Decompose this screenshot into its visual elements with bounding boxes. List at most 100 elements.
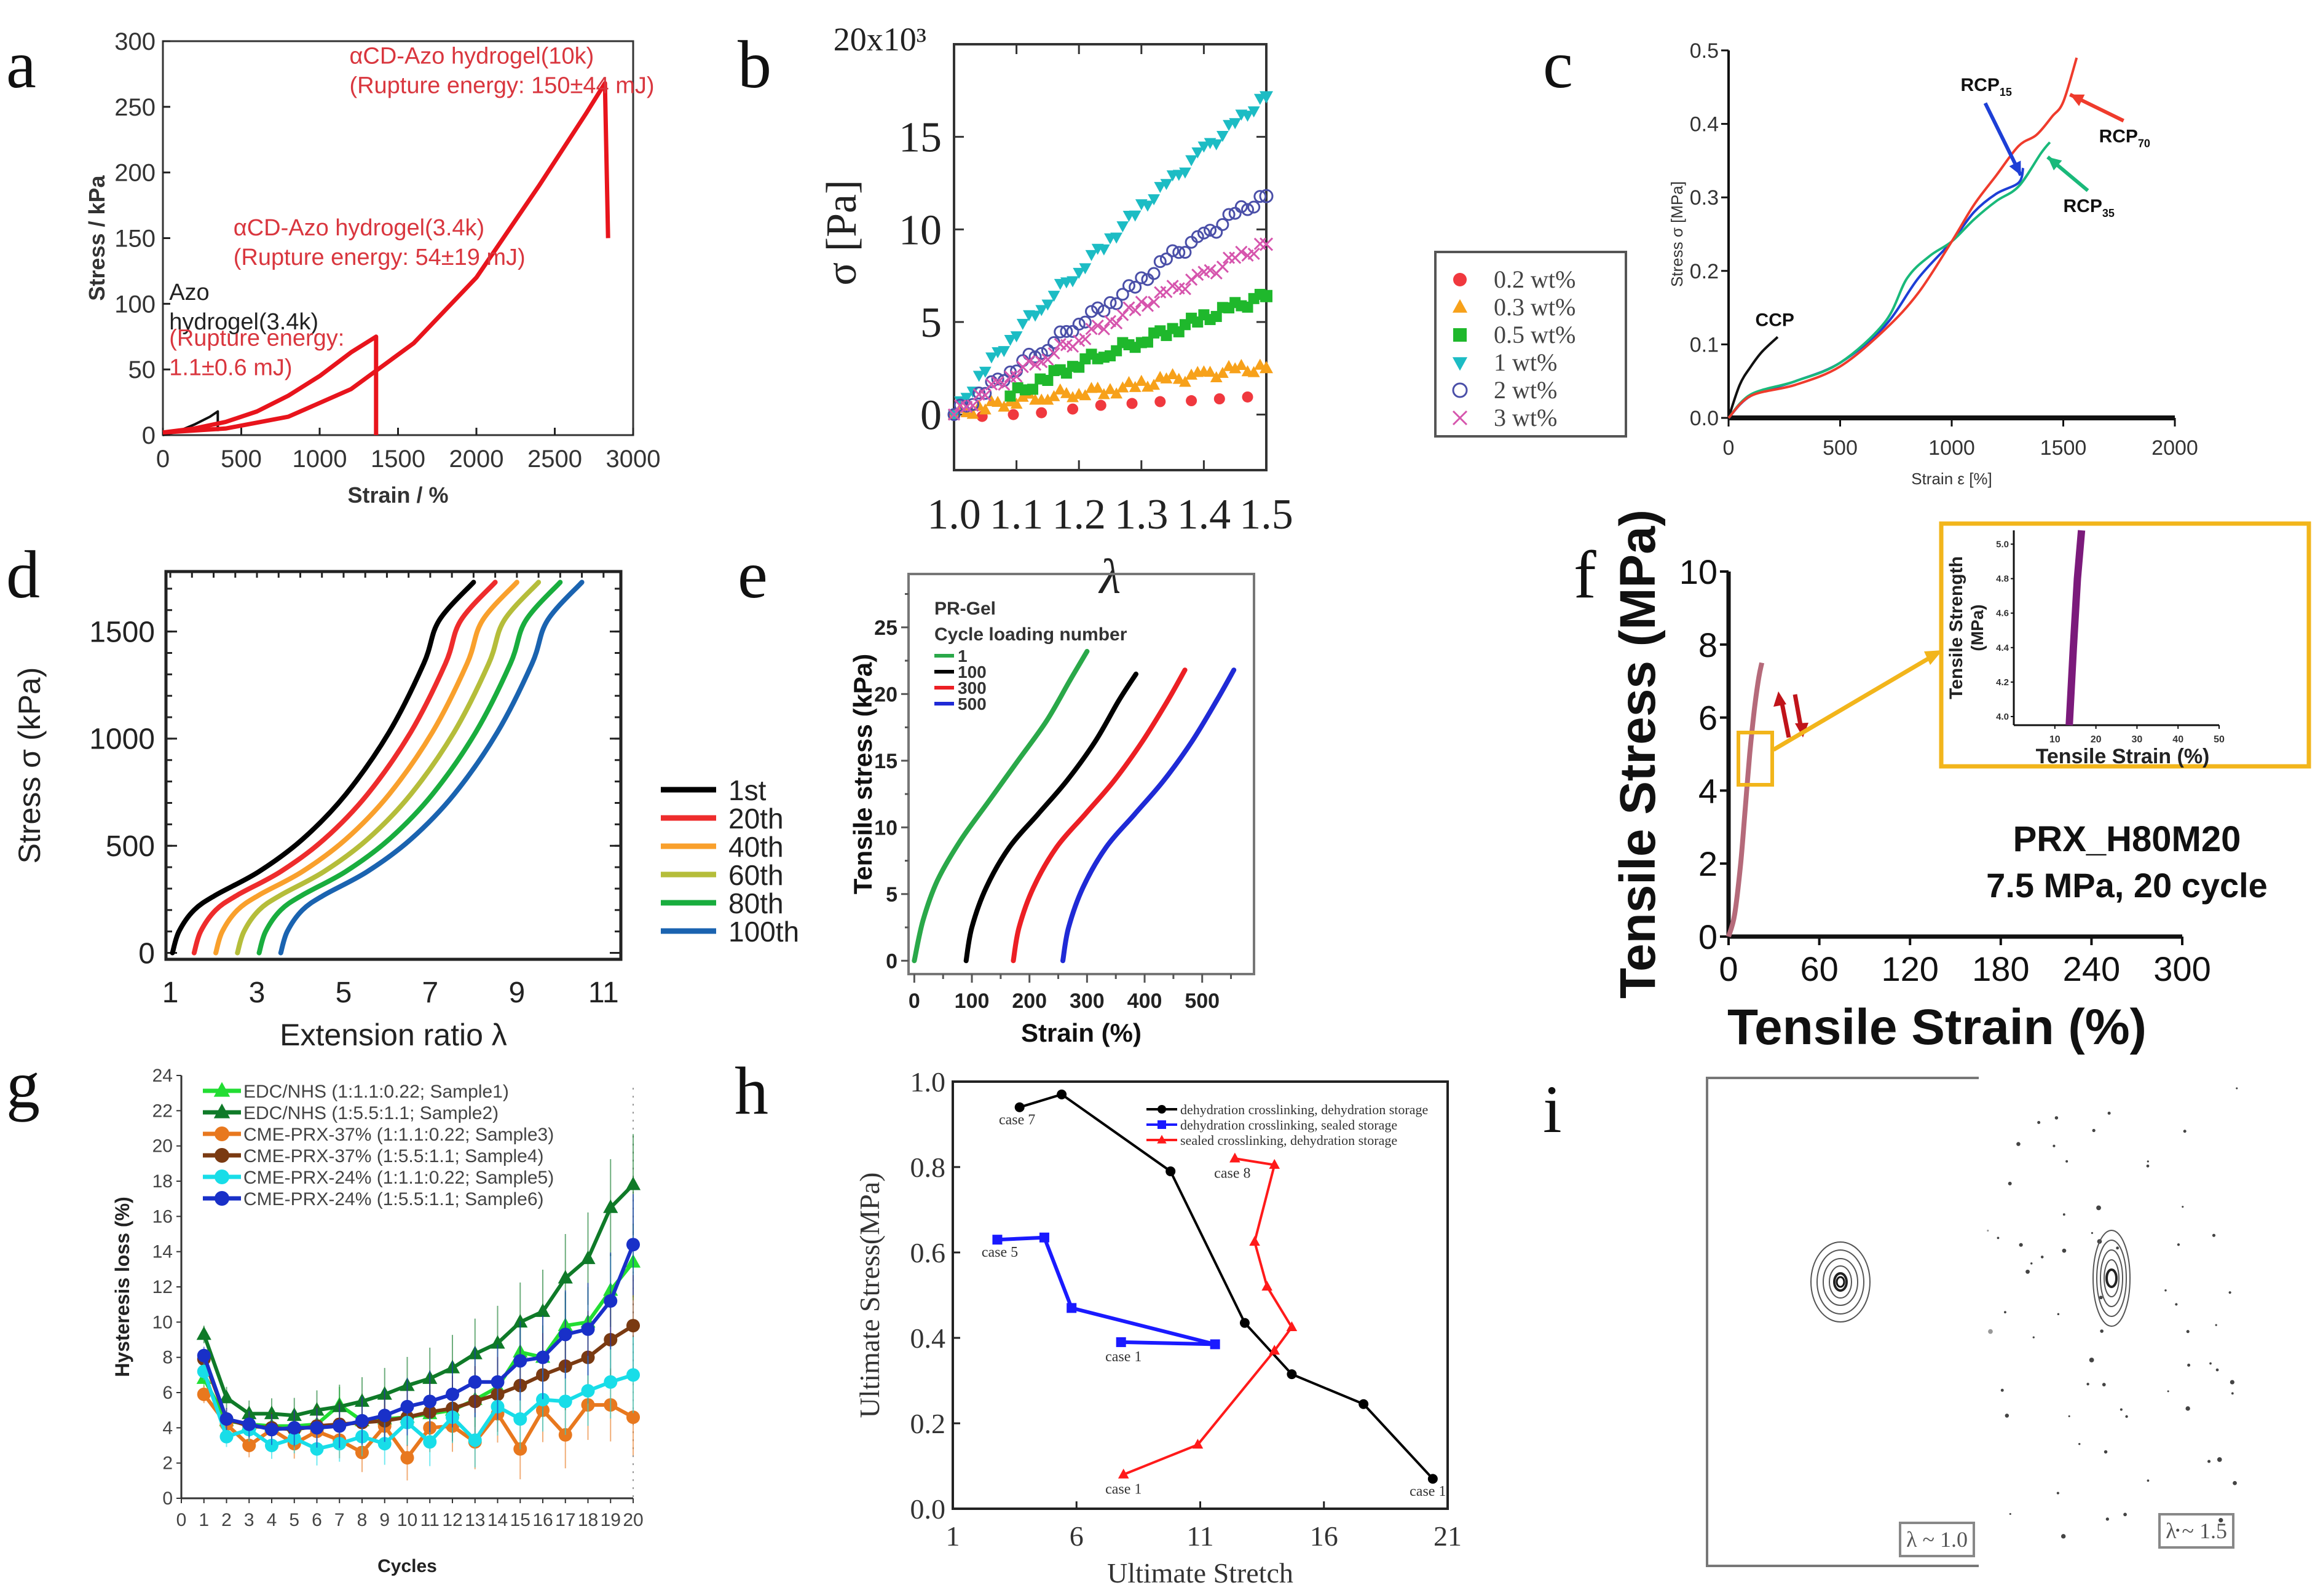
data-point: [1118, 1468, 1129, 1479]
legend: dehydration crosslinking, dehydration st…: [1146, 1102, 1428, 1148]
data-point: [979, 403, 992, 415]
data-point: [242, 1439, 256, 1452]
x-axis-label: Ultimate Stretch: [1107, 1557, 1293, 1589]
chart-b: 1.0 1.1 1.2 1.3 1.4 1.5 0 5 10 15 20x10³ λ σ [Pa] 0.2…: [818, 21, 1627, 604]
x-tick-label: 1: [199, 1510, 209, 1530]
annotation-text: (Rupture energy: 54±19 mJ): [234, 245, 526, 270]
data-point: [1104, 383, 1116, 395]
data-point: [1097, 244, 1110, 256]
series-line-2: [162, 81, 610, 435]
data-point: [1035, 347, 1048, 360]
series-2: [1004, 289, 1272, 402]
annotation-text: 1.1±0.6 mJ): [169, 355, 292, 381]
data-point: [947, 408, 961, 421]
data-point: [1054, 383, 1067, 395]
data-point: [1178, 246, 1192, 259]
y-tick-label: 18: [152, 1171, 173, 1192]
data-point: [1186, 395, 1197, 407]
x-tick-label: 1: [162, 977, 179, 1009]
annotation-text: (Rupture energy:: [169, 326, 344, 352]
panel-label-i: i: [1543, 1072, 1562, 1147]
data-point: [1179, 375, 1191, 387]
series-line-CCP: [1727, 336, 1779, 419]
case-label: case 1: [1410, 1484, 1446, 1500]
series-line-300: [1011, 667, 1188, 964]
legend-title: PR-Gel: [934, 599, 996, 619]
data-point: [491, 1375, 505, 1389]
x-tick-label: 1500: [2040, 436, 2087, 460]
legend-marker: [1452, 382, 1468, 398]
plot-frame: [907, 573, 1255, 975]
cross-stroke: [1035, 356, 1048, 369]
x-tick-label: 240: [2063, 949, 2120, 988]
case-label: case 1: [1105, 1349, 1142, 1365]
y-tick-label: 10: [899, 206, 942, 254]
data-point: [423, 1435, 437, 1449]
y-tick-label: 0.0: [910, 1493, 946, 1525]
cross-stroke: [1191, 269, 1204, 281]
legend-label: CME-PRX-24% (1:1.1:0.22; Sample5): [243, 1168, 554, 1188]
data-point: [972, 371, 985, 382]
data-point: [1047, 347, 1060, 360]
data-point: [1073, 267, 1086, 279]
cross-stroke: [1116, 309, 1129, 321]
y-tick-label: 6: [1698, 699, 1718, 737]
data-point: [626, 1238, 640, 1252]
plot-frame: [164, 570, 623, 961]
speckle-dot: [2125, 1415, 2128, 1418]
y-tick-label: 150: [114, 226, 156, 253]
cross-stroke: [1029, 358, 1042, 371]
inset-chart: 10 20 30 40 50 4.0 4.2 4.4 4.6 4.8 5.0 Tensile Stra…: [1946, 530, 2225, 768]
condition-caption: 7.5 MPa, 20 cycle: [1986, 866, 2268, 905]
panel-label-c: c: [1543, 27, 1573, 102]
data-point: [1241, 203, 1255, 216]
x-tick-label: 8: [357, 1510, 368, 1530]
annotation-arrow: [1983, 102, 2023, 176]
data-point: [1242, 391, 1253, 403]
data-point: [1057, 1089, 1067, 1099]
series-line-500: [1060, 667, 1237, 964]
data-point: [998, 378, 1011, 391]
annotation-text: Azo: [169, 280, 209, 305]
annotation-label: RCP35: [2064, 196, 2115, 219]
y-tick-label: 10: [1679, 552, 1718, 591]
data-point: [1079, 389, 1092, 401]
y-tick-label: 0.5: [1690, 39, 1719, 63]
data-point: [1091, 381, 1104, 393]
series-line-RCP70: [1727, 57, 2078, 419]
x-tick-label: 11: [588, 977, 619, 1009]
cross-stroke: [1122, 301, 1135, 314]
speckle-dot: [2228, 1291, 2231, 1294]
data-point: [1222, 251, 1236, 264]
legend-marker: [215, 1148, 229, 1163]
cross-stroke: [1060, 339, 1073, 352]
panel-i-right: λ ~ 1.5: [1995, 1075, 2234, 1561]
speckle-dot: [2053, 1144, 2056, 1147]
x-tick-label: 14: [487, 1510, 508, 1530]
data-point: [1129, 380, 1142, 392]
x-tick-label: 0: [909, 989, 920, 1013]
x-axis-label: Cycles: [377, 1556, 437, 1576]
panel-label-a: a: [6, 27, 36, 102]
data-point: [1260, 361, 1273, 374]
inset-x-tick-label: 20: [2091, 734, 2102, 745]
y-tick-label: 24: [152, 1066, 173, 1086]
legend-label: 20th: [728, 803, 784, 835]
cross-stroke: [1110, 316, 1123, 330]
legend-marker: [215, 1126, 229, 1141]
data-point: [1110, 297, 1123, 310]
data-point: [1042, 375, 1054, 387]
inset-y-tick-label: 4.8: [1996, 574, 2009, 584]
y-axis-label: σ [Pa]: [818, 180, 866, 286]
x-tick-label: 5: [289, 1510, 299, 1530]
data-point: [558, 1270, 573, 1284]
data-point: [1229, 1152, 1240, 1163]
x-tick-label: 9: [379, 1510, 390, 1530]
data-point: [1141, 299, 1154, 312]
series-line: [202, 1183, 635, 1418]
data-point: [1148, 379, 1161, 390]
speckle-dot: [2185, 1406, 2190, 1411]
data-point: [287, 1421, 301, 1435]
data-point: [1241, 111, 1254, 122]
cross-stroke: [1047, 347, 1060, 360]
